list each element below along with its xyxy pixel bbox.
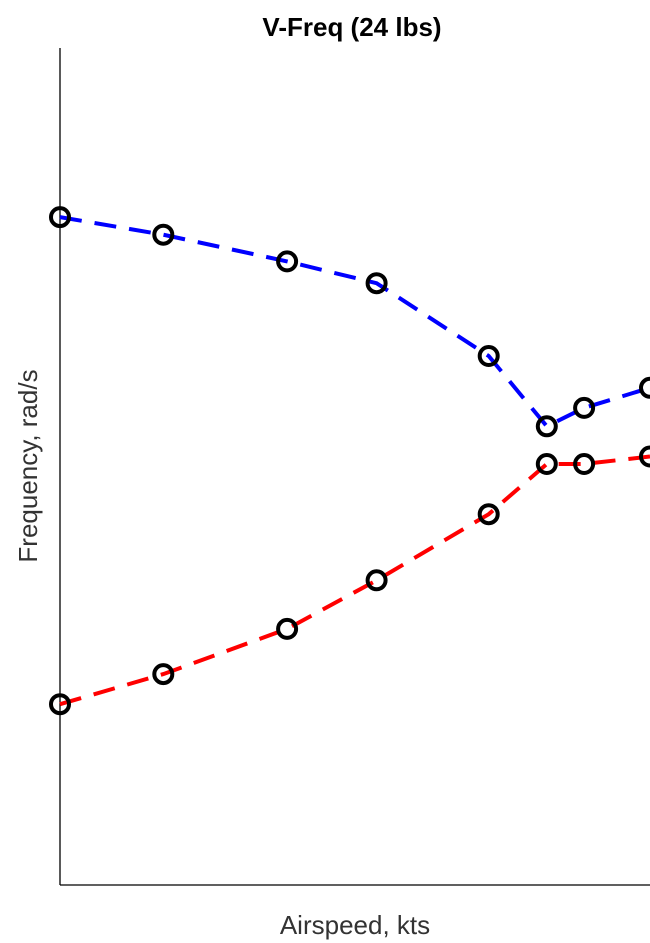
series-2-line	[59, 454, 650, 707]
series-layer	[49, 206, 650, 716]
series-1-point	[477, 345, 500, 367]
series-1-point	[535, 415, 558, 438]
series-2-point	[152, 663, 175, 686]
series-1-point	[365, 272, 388, 295]
series-1-point	[573, 396, 596, 419]
series-1-point	[639, 376, 650, 399]
y-axis-label: Frequency, rad/s	[13, 369, 43, 562]
series-2-point	[535, 453, 558, 475]
series-1-point	[276, 250, 299, 273]
series-2-point	[639, 445, 650, 468]
series-2-point	[365, 569, 388, 592]
series-2-point	[276, 617, 299, 640]
series-2-point	[573, 453, 596, 475]
series-2-point	[49, 693, 71, 716]
chart-title: V-Freq (24 lbs)	[262, 12, 441, 42]
series-1-line	[59, 215, 650, 429]
x-axis-label: Airspeed, kts	[280, 910, 430, 940]
series-2-point	[477, 503, 500, 526]
series-1-point	[49, 206, 71, 229]
series-1-point	[152, 223, 175, 246]
